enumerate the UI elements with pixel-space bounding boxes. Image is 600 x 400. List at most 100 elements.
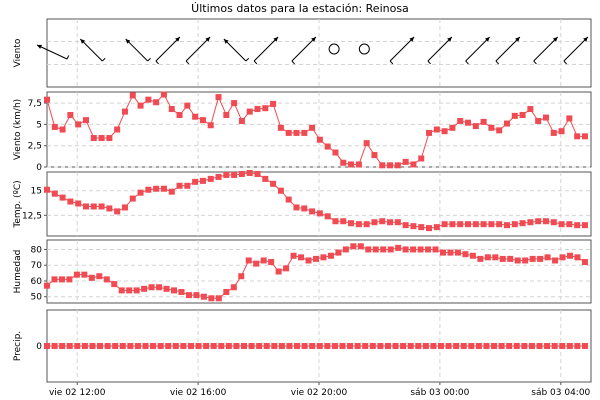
wind-arrow (465, 36, 491, 62)
data-point (552, 257, 559, 264)
data-point (348, 220, 355, 227)
data-point (223, 288, 230, 295)
data-point (527, 219, 534, 226)
data-point (425, 246, 432, 253)
data-point (380, 246, 387, 253)
wind-arrow-head (205, 37, 211, 42)
data-point (178, 288, 185, 295)
data-point (51, 190, 58, 197)
data-point (193, 292, 200, 299)
data-point (445, 343, 452, 349)
data-point (400, 343, 407, 349)
data-point (141, 285, 148, 292)
data-point (142, 343, 149, 349)
y-tick-label: 5 (36, 120, 42, 130)
data-point (262, 175, 269, 182)
data-point (66, 343, 73, 349)
data-point (305, 257, 312, 264)
data-point (256, 343, 263, 349)
data-point (81, 343, 88, 349)
data-point (58, 276, 65, 283)
data-point (394, 219, 401, 226)
x-tick-label: sáb 03 04:00 (531, 388, 590, 398)
data-point (309, 124, 316, 131)
data-point (51, 123, 58, 130)
wind-arrow (253, 36, 279, 62)
data-point (225, 343, 232, 349)
y-tick-label: 70 (31, 261, 43, 271)
data-point (354, 343, 361, 349)
calm-marker (358, 43, 370, 55)
data-point (171, 287, 178, 294)
data-point (59, 126, 66, 133)
data-point (176, 112, 183, 119)
data-point (387, 246, 394, 253)
data-point (192, 178, 199, 185)
data-point (574, 133, 581, 140)
data-point (89, 343, 96, 349)
y-tick-label: 2,5 (28, 142, 42, 152)
data-point (104, 343, 111, 349)
data-point (112, 343, 119, 349)
data-point (248, 343, 255, 349)
data-point (402, 158, 409, 165)
data-point (355, 221, 362, 228)
panel-1: Viento (km/h) 0 2,5 5 7,5 (13, 91, 592, 173)
wind-arrow-barb (291, 60, 295, 65)
data-point (230, 284, 237, 291)
data-point (233, 343, 240, 349)
data-point (581, 133, 588, 140)
data-point (96, 273, 103, 280)
data-point (145, 186, 152, 193)
data-point (332, 218, 339, 225)
data-point (488, 124, 495, 131)
data-point (285, 196, 292, 203)
wind-arrow (155, 36, 181, 62)
wind-arrow-head (484, 37, 490, 42)
data-point (465, 221, 472, 228)
data-point (369, 343, 376, 349)
panel-4: Precip. 0 (13, 309, 592, 383)
x-tick-label: vie 02 16:00 (170, 388, 227, 398)
data-point (449, 221, 456, 228)
data-point (74, 343, 81, 349)
data-point (285, 129, 292, 136)
data-point (362, 343, 369, 349)
data-point (245, 257, 252, 264)
data-point (90, 135, 97, 142)
data-point (97, 343, 104, 349)
data-point (309, 343, 316, 349)
data-point (134, 343, 141, 349)
data-point (503, 120, 510, 127)
data-point (98, 135, 105, 142)
data-point (426, 129, 433, 136)
data-point (218, 343, 225, 349)
data-point (240, 343, 247, 349)
wind-arrow-head (447, 37, 452, 42)
calm-marker (328, 43, 340, 55)
data-point (348, 161, 355, 168)
data-point (238, 170, 245, 177)
data-point (187, 343, 194, 349)
data-point (483, 343, 490, 349)
data-point (98, 203, 105, 210)
data-point (44, 282, 50, 289)
panel-3: Humedad 50 60 70 80 (13, 239, 592, 304)
data-point (301, 205, 308, 212)
series-line (46, 93, 585, 166)
data-point (415, 343, 422, 349)
data-point (521, 343, 528, 349)
data-point (559, 254, 566, 261)
data-point (324, 343, 331, 349)
data-point (417, 246, 424, 253)
data-point (527, 106, 534, 113)
data-point (339, 343, 346, 349)
data-point (207, 122, 214, 129)
chart-title: Últimos datos para la estación: Reinosa (191, 2, 409, 15)
wind-arrow-barb (155, 60, 159, 65)
wind-arrow-barb (147, 57, 151, 62)
data-point (106, 205, 113, 212)
data-point (426, 225, 433, 232)
data-point (402, 246, 409, 253)
data-point (203, 343, 210, 349)
